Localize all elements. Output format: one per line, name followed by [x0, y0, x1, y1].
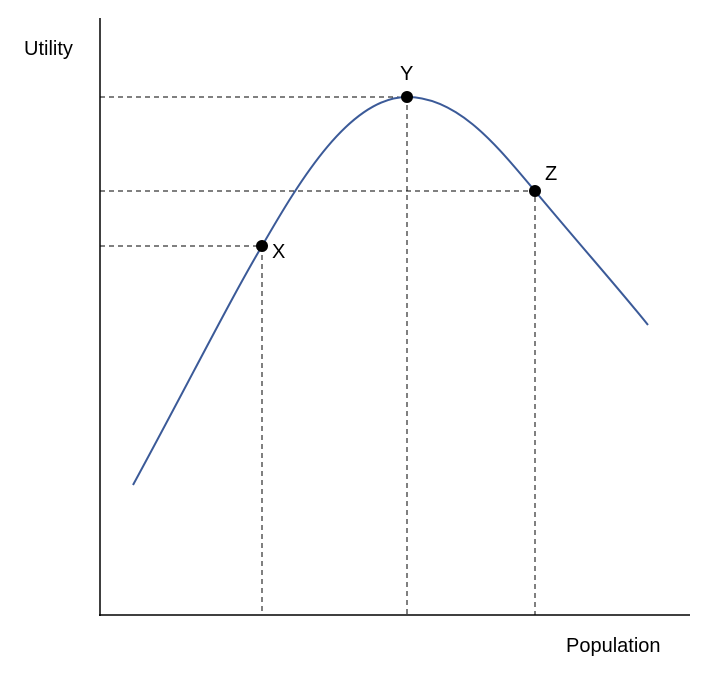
point-label: X	[272, 241, 285, 263]
utility-curve	[132, 95, 649, 486]
guide-y	[100, 96, 408, 615]
x-axis-label: Population	[566, 635, 661, 657]
y-axis-label: Utility	[24, 38, 73, 60]
point-x	[256, 240, 268, 252]
point-y	[401, 91, 413, 103]
point-z	[529, 185, 541, 197]
guide-x	[100, 245, 263, 615]
point-label: Z	[545, 163, 557, 185]
guide-z	[100, 190, 536, 615]
point-label: Y	[400, 63, 413, 85]
